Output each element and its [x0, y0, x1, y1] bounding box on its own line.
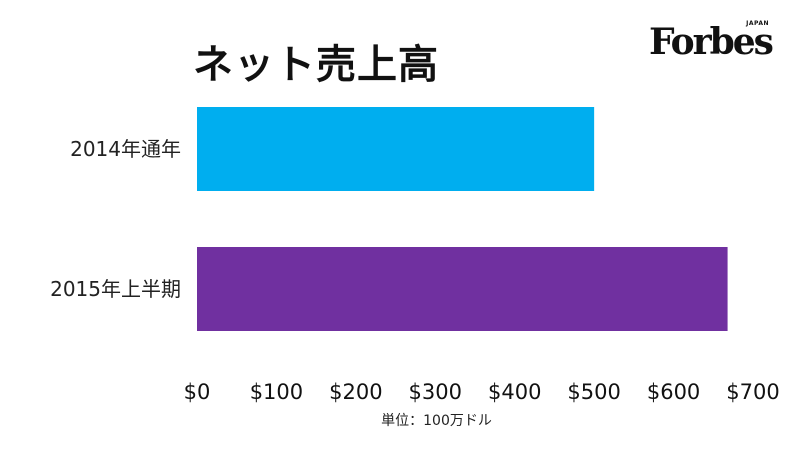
unit-note: 単位：100万ドル: [381, 413, 492, 429]
x-tick-label-4: $400: [488, 380, 541, 404]
x-tick-label-0: $0: [184, 380, 211, 404]
logo-sub-label: JAPAN: [746, 20, 769, 27]
bar-0: [197, 107, 595, 191]
forbes-japan-logo: Forbes JAPAN: [649, 20, 774, 64]
x-tick-label-2: $200: [329, 380, 382, 404]
category-label-0: 2014年通年: [70, 137, 181, 161]
logo-wordmark: Forbes: [649, 21, 774, 63]
tick-labels-group: $0 $100 $200 $300 $400 $500 $600 $700: [184, 380, 780, 404]
x-tick-label-7: $700: [726, 380, 779, 404]
bars-group: [197, 107, 728, 331]
category-labels-group: 2014年通年 2015年上半期: [50, 137, 181, 301]
x-tick-label-6: $600: [647, 380, 700, 404]
category-label-1: 2015年上半期: [50, 277, 181, 301]
chart-title: ネット売上高: [193, 42, 439, 88]
x-tick-label-5: $500: [567, 380, 620, 404]
x-tick-label-3: $300: [409, 380, 462, 404]
x-tick-label-1: $100: [250, 380, 303, 404]
bar-1: [197, 247, 728, 331]
